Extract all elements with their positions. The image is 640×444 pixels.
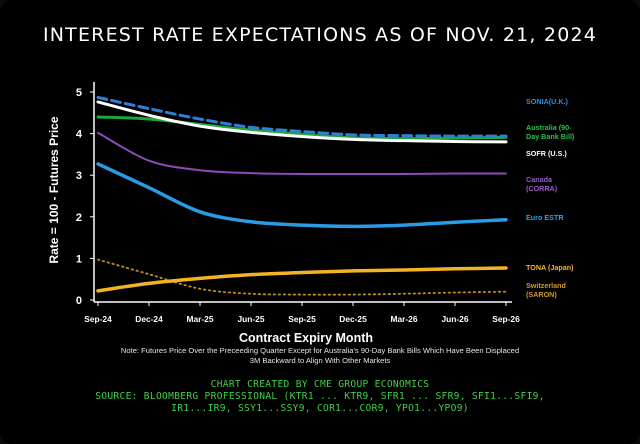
series-label-line: Switzerland <box>526 281 566 290</box>
credit-line-2: SOURCE: BLOOMBERG PROFESSIONAL (KTR1 ...… <box>95 391 545 402</box>
y-tick-label: 3 <box>76 170 82 182</box>
x-tick-label: Dec-25 <box>339 314 367 324</box>
series-labels: SONIA(U.K.) Australia (90-Day Bank Bill) S… <box>526 97 575 299</box>
note-line-1: Note: Futures Price Over the Preceeding … <box>120 346 520 355</box>
credit-line-3: IR1...IR9, SSY1...SSY9, COR1...COR9, YPO… <box>171 403 469 414</box>
series-label-line: Canada <box>526 175 553 184</box>
x-tick-label: Dec-24 <box>135 314 163 324</box>
series-label-line: TONA (Japan) <box>526 263 574 272</box>
series-label-sofr-u-s: SOFR (U.S.) <box>526 149 567 158</box>
y-tick-label: 2 <box>76 212 82 224</box>
series-label-canada-corra: Canada (CORRA) <box>526 175 558 193</box>
y-tick-label: 4 <box>76 129 83 141</box>
x-tick-label: Sep-26 <box>492 314 520 324</box>
x-tick-label: Sep-25 <box>288 314 316 324</box>
series-label-line: Day Bank Bill) <box>526 132 575 141</box>
x-tick-label: Jun-25 <box>238 314 265 324</box>
series-label-line: Australia (90- <box>526 123 572 132</box>
series-label-line: SOFR (U.S.) <box>526 149 567 158</box>
y-tick-label: 0 <box>76 295 82 307</box>
series-line-sonia-u-k <box>96 95 508 138</box>
series-label-line: (SARON) <box>526 290 557 299</box>
series-label-line: Euro ESTR <box>526 213 564 222</box>
x-axis-title: Contract Expiry Month <box>239 331 373 345</box>
series-label-line: SONIA(U.K.) <box>526 97 569 106</box>
axes: 0 1 2 3 4 5 Sep-24 Dec-24 Mar-25 Jun-25 Sep-25 Dec-… <box>47 82 520 345</box>
series-label-line: (CORRA) <box>526 184 558 193</box>
series-label-tona-japan: TONA (Japan) <box>526 263 574 272</box>
x-tick-label: Mar-25 <box>187 314 214 324</box>
credit-line-1: CHART CREATED BY CME GROUP ECONOMICS <box>210 379 430 390</box>
series-label-euro-estr: Euro ESTR <box>526 213 564 222</box>
x-tick-label: Sep-24 <box>84 314 112 324</box>
x-tick-label: Mar-26 <box>391 314 418 324</box>
x-tick-label: Jun-26 <box>442 314 469 324</box>
series-line-canada-corra <box>97 131 507 176</box>
series-layer <box>96 95 508 296</box>
chart-title: INTEREST RATE EXPECTATIONS AS OF NOV. 21… <box>42 24 598 46</box>
y-axis-title: Rate = 100 - Futures Price <box>47 116 61 263</box>
series-label-sonia-u-k: SONIA(U.K.) <box>526 97 569 106</box>
y-tick-label: 5 <box>76 87 82 99</box>
series-line-tona-japan <box>96 266 508 293</box>
y-tick-label: 1 <box>76 253 82 265</box>
series-label-switzerland-saron: Switzerland (SARON) <box>526 281 566 299</box>
note-line-2: 3M Backward to Align With Other Markets <box>249 356 391 365</box>
series-line-euro-estr <box>96 162 508 229</box>
series-line-australia-90-day-bank-bill <box>96 115 508 141</box>
series-line-sofr-u-s <box>96 100 508 144</box>
series-label-australia-90-day-bank-bill: Australia (90-Day Bank Bill) <box>526 123 575 141</box>
series-line-switzerland-saron <box>97 258 507 296</box>
